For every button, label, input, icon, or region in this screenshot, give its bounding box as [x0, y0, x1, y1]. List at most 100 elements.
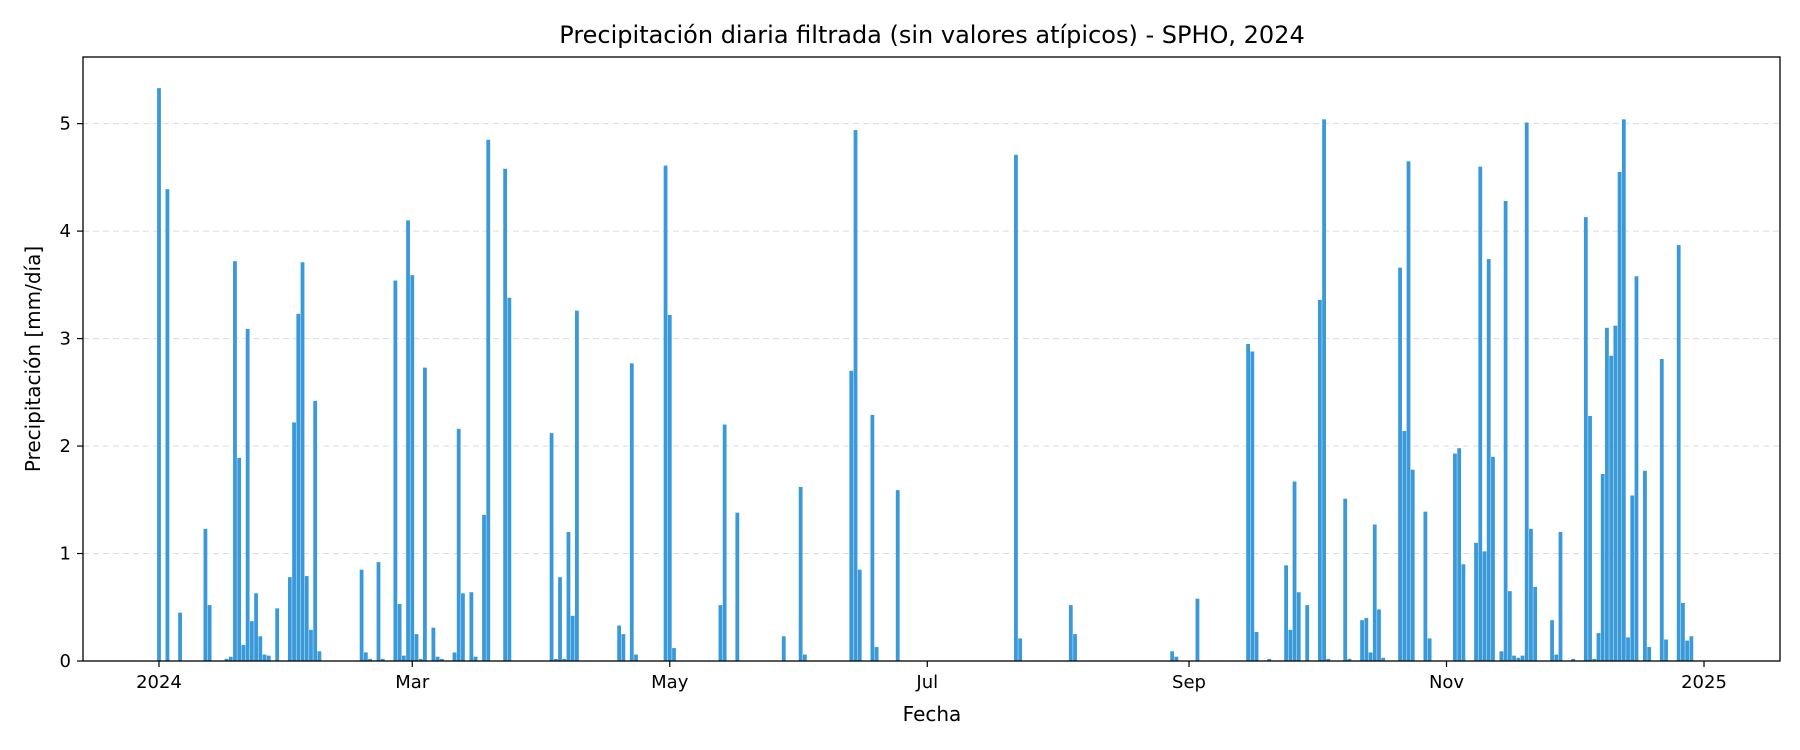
bar	[507, 297, 512, 661]
x-axis-label: Fecha	[903, 702, 962, 726]
bar	[1457, 448, 1462, 661]
bar	[503, 168, 508, 661]
bar	[1068, 605, 1073, 661]
bar	[1617, 172, 1622, 661]
y-axis-ticks: 0 1 2 3 4 5	[60, 114, 83, 672]
bar	[473, 656, 478, 661]
bar	[1647, 647, 1652, 661]
bar	[562, 658, 567, 661]
bar	[853, 130, 858, 661]
bar	[1360, 620, 1364, 661]
bar	[1486, 259, 1491, 661]
bar	[1018, 638, 1023, 661]
bar	[781, 636, 786, 661]
bar	[249, 621, 254, 661]
y-tick-label: 1	[60, 544, 71, 565]
bar	[414, 634, 419, 661]
bar	[870, 414, 875, 661]
y-tick-label: 5	[60, 114, 71, 135]
plot-frame	[82, 56, 1781, 662]
bar	[254, 593, 258, 661]
bar	[1634, 276, 1639, 661]
bar	[798, 486, 803, 661]
bar	[1554, 654, 1559, 661]
x-tick-label: Nov	[1429, 672, 1464, 693]
bar	[617, 625, 622, 661]
bar	[309, 629, 313, 661]
bar	[486, 139, 491, 661]
bar	[431, 627, 436, 661]
bar	[1267, 658, 1272, 661]
bar	[1372, 524, 1377, 661]
bar	[1529, 528, 1533, 661]
bar	[368, 658, 372, 661]
bar	[667, 314, 672, 661]
bar	[1512, 655, 1516, 661]
bar	[874, 647, 879, 661]
bar	[1284, 565, 1288, 661]
bar	[735, 512, 740, 661]
bar	[376, 562, 381, 661]
chart-title: Precipitación diaria filtrada (sin valor…	[559, 21, 1304, 49]
bar	[1482, 551, 1487, 661]
bar	[1533, 586, 1538, 661]
bar	[237, 457, 242, 661]
bar	[1507, 591, 1512, 661]
bar	[452, 652, 457, 661]
bar	[304, 576, 309, 661]
x-axis-ticks: 2024 Mar May Jul Sep Nov 2025	[136, 661, 1727, 693]
bar	[435, 656, 440, 661]
bar	[241, 644, 246, 661]
bar	[456, 428, 461, 661]
bar	[1073, 634, 1077, 661]
bar	[363, 652, 368, 661]
bar	[566, 532, 571, 661]
bar	[203, 528, 208, 661]
bar	[1491, 456, 1495, 661]
bar	[1326, 658, 1331, 661]
x-tick-label: Sep	[1172, 672, 1206, 693]
bar	[313, 400, 318, 661]
bar	[1588, 415, 1592, 661]
y-tick-label: 3	[60, 329, 71, 350]
bar	[266, 655, 271, 661]
bar	[410, 275, 415, 661]
bar	[469, 592, 474, 661]
bar	[1685, 640, 1690, 661]
bar	[849, 370, 854, 661]
bar	[1288, 629, 1293, 661]
bar	[418, 658, 423, 661]
bar	[1474, 542, 1478, 661]
bar	[1377, 609, 1381, 661]
bar	[1427, 638, 1432, 661]
bar	[1592, 658, 1597, 661]
bar	[634, 654, 638, 661]
bar	[245, 328, 250, 661]
bar	[1343, 498, 1348, 661]
bar	[663, 165, 668, 662]
bar	[178, 612, 182, 661]
bar	[1524, 122, 1529, 661]
y-tick-label: 2	[60, 436, 71, 457]
bar	[1410, 469, 1415, 661]
bar	[1630, 495, 1635, 661]
bar	[1609, 355, 1614, 661]
bar	[1406, 161, 1411, 661]
bar	[570, 615, 575, 661]
bar	[1583, 217, 1588, 661]
bar	[1681, 602, 1685, 661]
bar	[258, 636, 263, 661]
grid-lines	[83, 123, 1780, 555]
bar	[224, 658, 229, 661]
bar	[423, 367, 427, 661]
bar	[1605, 327, 1609, 661]
bar	[1381, 657, 1386, 661]
bar	[1643, 470, 1647, 661]
bar	[549, 433, 554, 661]
x-tick-label: Mar	[395, 672, 430, 693]
bar	[1364, 618, 1369, 661]
x-tick-label: 2024	[136, 672, 182, 693]
x-tick-label: Jul	[915, 672, 938, 693]
bar	[553, 658, 558, 661]
